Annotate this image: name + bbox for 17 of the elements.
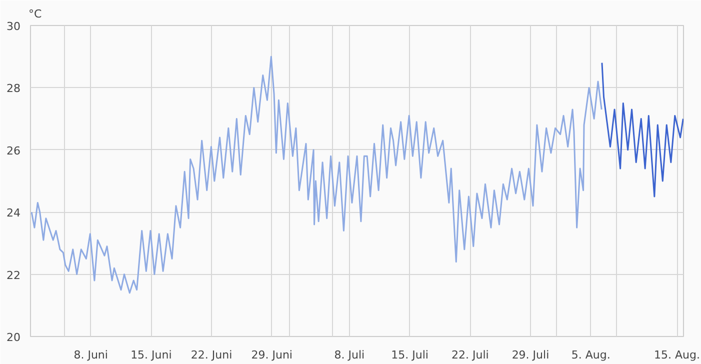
- x-tick-label: 8. Juli: [334, 348, 365, 362]
- x-tick-label: 15. Aug.: [654, 348, 700, 362]
- x-tick-label: 8. Juni: [74, 348, 108, 362]
- x-tick-label: 29. Juli: [512, 348, 550, 362]
- x-tick-label: 5. Aug.: [571, 348, 610, 362]
- x-tick-label: 15. Juni: [130, 348, 172, 362]
- x-tick-label: 22. Juni: [190, 348, 232, 362]
- y-axis-title: °C: [28, 8, 42, 20]
- y-tick-label: 24: [6, 206, 21, 220]
- y-tick-label: 22: [6, 268, 21, 282]
- x-tick-label: 22. Juli: [451, 348, 489, 362]
- x-tick-label: 15. Juli: [391, 348, 428, 362]
- x-tick-label: 29. Juni: [251, 348, 292, 362]
- y-tick-label: 30: [6, 20, 21, 33]
- y-tick-label: 26: [6, 144, 21, 158]
- y-tick-label: 20: [6, 331, 21, 344]
- y-tick-label: 28: [6, 82, 21, 96]
